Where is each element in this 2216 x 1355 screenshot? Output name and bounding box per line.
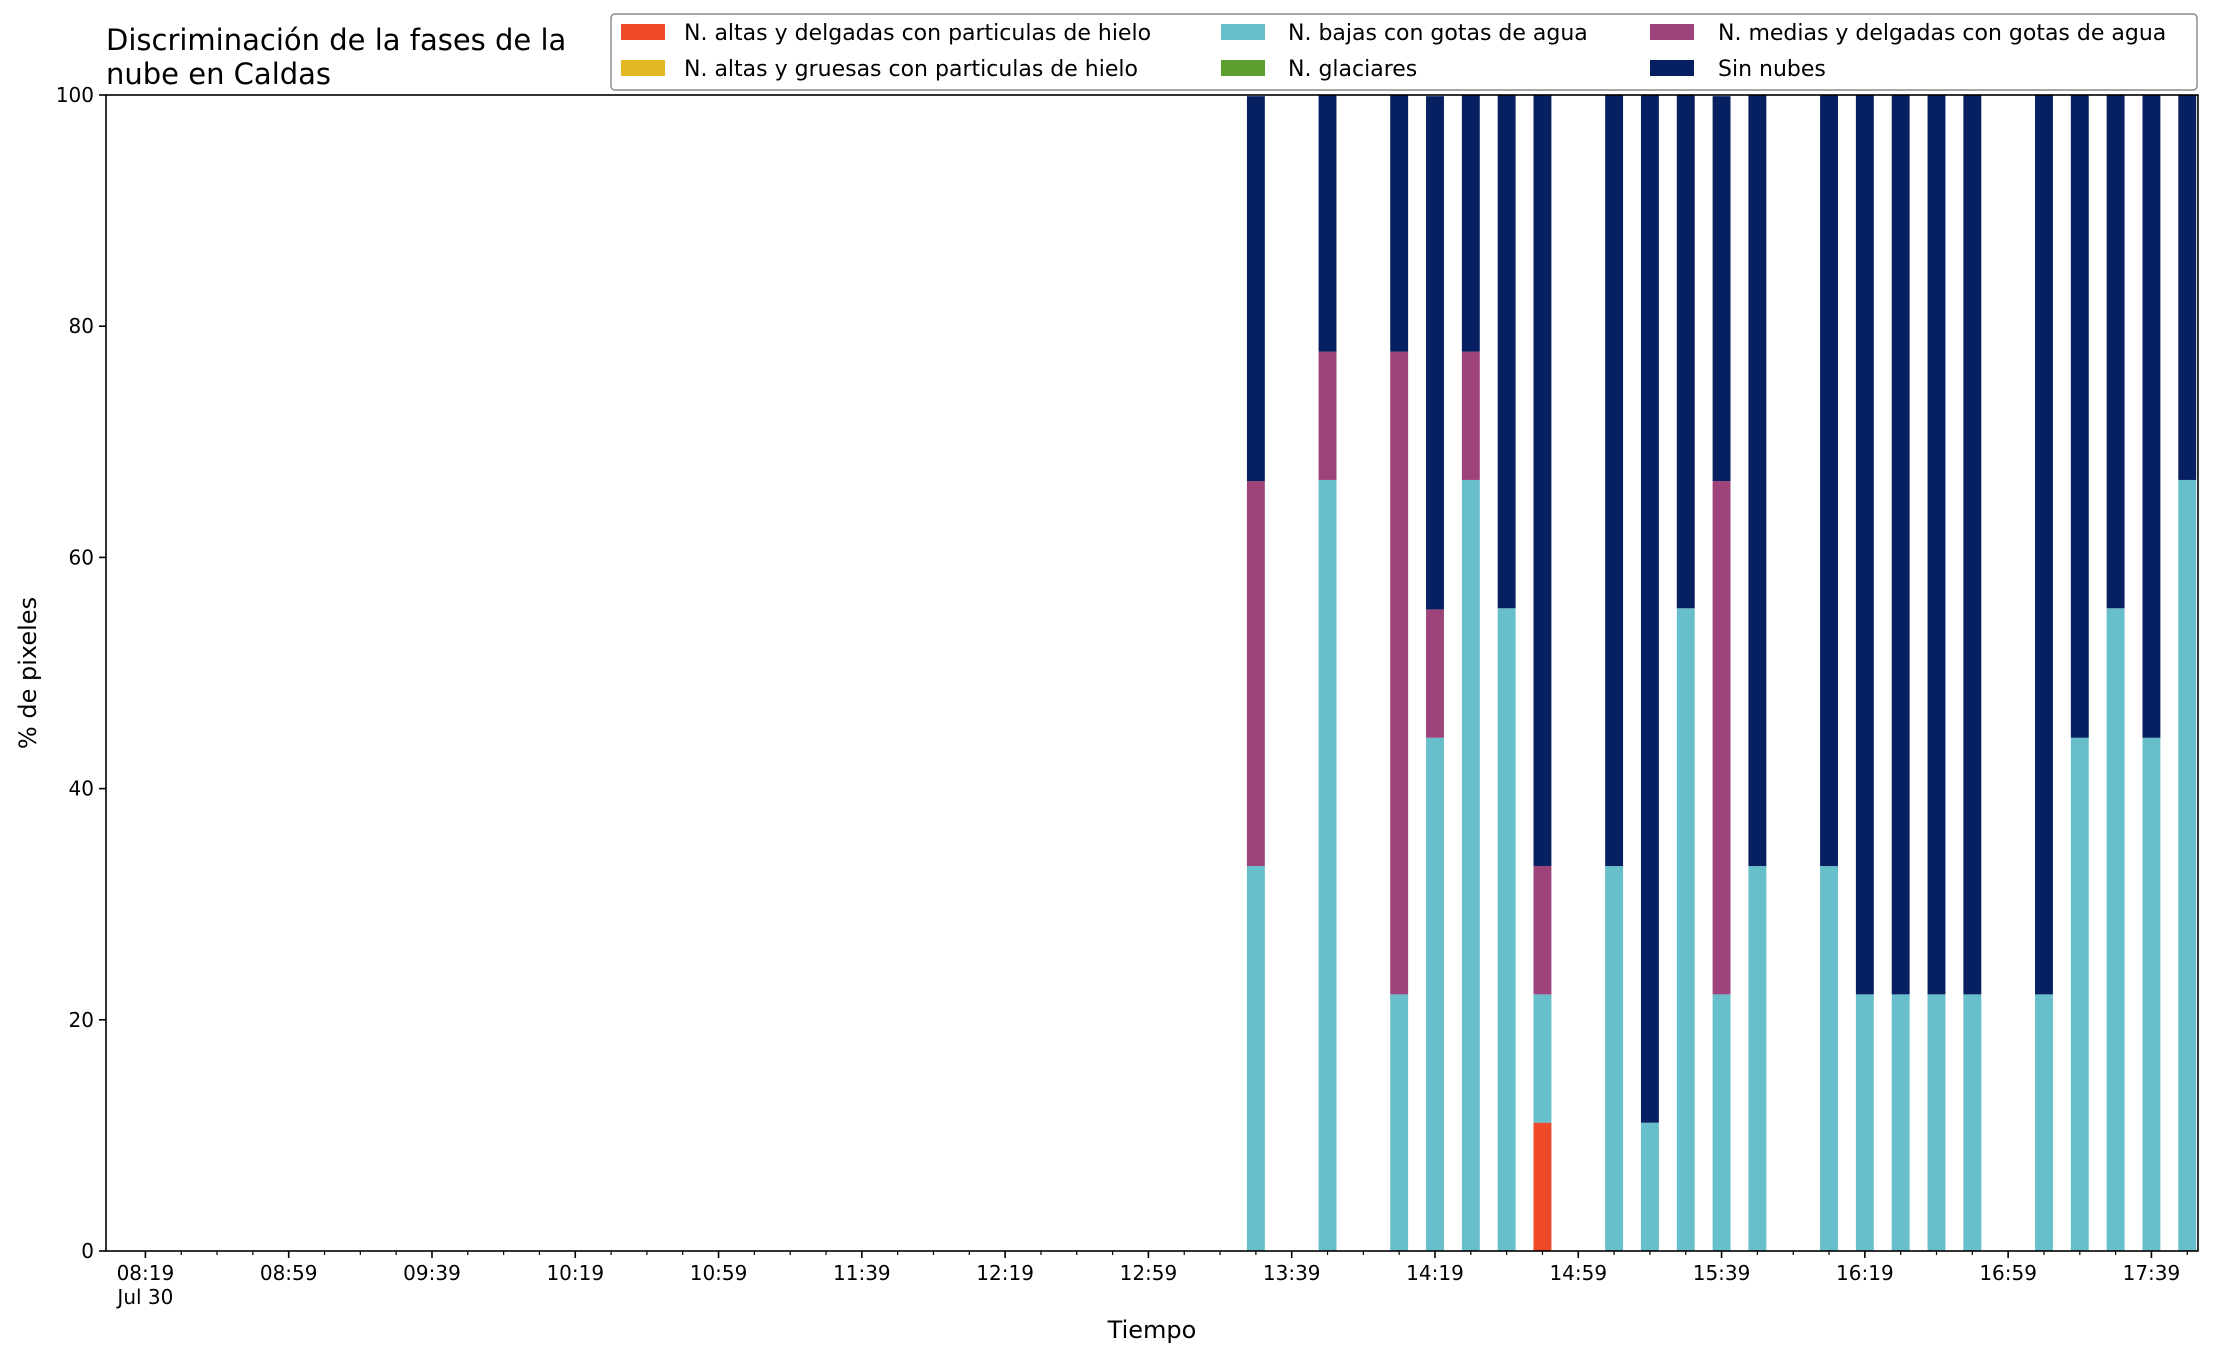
bar-segment xyxy=(1855,994,1874,1251)
y-tick-label: 100 xyxy=(56,83,94,107)
x-tick-label: 16:19 xyxy=(1836,1261,1894,1285)
bar-segment xyxy=(1318,351,1337,480)
x-tick-label: 13:39 xyxy=(1263,1261,1321,1285)
x-tick-label: 09:39 xyxy=(403,1261,461,1285)
bar-segment xyxy=(2178,95,2197,480)
bar-segment xyxy=(1246,96,1265,482)
bar-segment xyxy=(1891,95,1910,995)
bar-segment xyxy=(2035,994,2053,1251)
legend-label-bajas: N. bajas con gotas de agua xyxy=(1288,21,1588,46)
plot-frame xyxy=(105,94,2199,1252)
bar-segment xyxy=(1426,609,1444,738)
bar-segment xyxy=(1712,481,1731,995)
legend-label-glaciares: N. glaciares xyxy=(1288,57,1417,82)
legend-swatch-medias xyxy=(1650,24,1694,40)
bar-segment xyxy=(1246,866,1265,1251)
x-tick-label: 14:59 xyxy=(1549,1261,1607,1285)
bar-segment xyxy=(1640,95,1659,1123)
x-tick-label: 16:59 xyxy=(1979,1261,2037,1285)
bar-segment xyxy=(1712,994,1731,1251)
legend-label-sin-nubes: Sin nubes xyxy=(1718,57,1826,82)
bar-segment xyxy=(1820,95,1838,867)
chart-title-line-1: Discriminación de la fases de la xyxy=(106,23,566,57)
legend-swatch-sin-nubes xyxy=(1650,60,1694,76)
bar-segment xyxy=(1640,1122,1659,1251)
legend-label-altas-gruesas: N. altas y gruesas con particulas de hie… xyxy=(684,57,1138,82)
legend: N. altas y delgadas con particulas de hi… xyxy=(610,13,2198,91)
bar-segment xyxy=(1927,994,1946,1251)
bar-segment xyxy=(1963,95,1982,995)
bar-segment xyxy=(1533,95,1552,867)
x-tick-label: 14:19 xyxy=(1406,1261,1464,1285)
bar-segment xyxy=(1390,351,1409,995)
bar-segment xyxy=(1461,479,1480,1251)
x-tick-label: 11:39 xyxy=(833,1261,891,1285)
bar-segment xyxy=(2142,95,2161,738)
y-tick-label: 80 xyxy=(69,314,94,338)
bar-segment xyxy=(1497,608,1516,1251)
bar-segment xyxy=(1246,481,1265,867)
bar-segment xyxy=(1820,866,1838,1251)
bar-segment xyxy=(1318,95,1337,352)
bar-segment xyxy=(1426,737,1444,1251)
x-axis-label: Tiempo xyxy=(1107,1316,1197,1344)
bar-segment xyxy=(1533,866,1552,995)
x-tick-label: 08:59 xyxy=(260,1261,318,1285)
y-tick-label: 40 xyxy=(69,777,94,801)
bar-segment xyxy=(1712,96,1731,482)
bar-segment xyxy=(1497,95,1516,609)
x-tick-label: 17:39 xyxy=(2123,1261,2181,1285)
bar-segment xyxy=(2070,737,2089,1251)
bar-segment xyxy=(1891,994,1910,1251)
bar-segment xyxy=(2142,737,2161,1251)
legend-swatch-altas-delgadas xyxy=(621,24,665,40)
x-tick-label: 12:59 xyxy=(1120,1261,1178,1285)
bar-segment xyxy=(1533,1122,1552,1251)
bars-layer xyxy=(1246,95,2197,1251)
legend-box xyxy=(610,13,2198,91)
legend-label-altas-delgadas: N. altas y delgadas con particulas de hi… xyxy=(684,21,1151,46)
bar-segment xyxy=(1748,866,1767,1251)
bar-segment xyxy=(1390,994,1409,1251)
y-tick-label: 0 xyxy=(81,1239,94,1263)
bar-segment xyxy=(1318,479,1337,1251)
legend-label-medias: N. medias y delgadas con gotas de agua xyxy=(1718,21,2166,46)
bar-segment xyxy=(1676,95,1695,609)
bar-segment xyxy=(1426,96,1444,610)
x-tick-label: 15:39 xyxy=(1693,1261,1751,1285)
chart-title-line-2: nube en Caldas xyxy=(106,57,331,91)
legend-swatch-bajas xyxy=(1221,24,1265,40)
x-tick-label: 10:59 xyxy=(690,1261,748,1285)
bar-segment xyxy=(1963,994,1982,1251)
bar-segment xyxy=(1533,994,1552,1123)
y-axis-label: % de pixeles xyxy=(14,597,42,749)
bar-segment xyxy=(2070,95,2089,738)
bar-segment xyxy=(2035,95,2053,995)
bar-segment xyxy=(1676,608,1695,1251)
legend-swatch-glaciares xyxy=(1221,60,1265,76)
bar-segment xyxy=(2106,95,2125,609)
x-tick-label: 12:19 xyxy=(976,1261,1034,1285)
y-tick-label: 20 xyxy=(69,1008,94,1032)
x-tick-sublabel: Jul 30 xyxy=(115,1285,173,1309)
bar-segment xyxy=(1390,95,1409,352)
x-tick-label: 08:19 xyxy=(117,1261,175,1285)
bar-segment xyxy=(1605,95,1624,867)
bar-segment xyxy=(2106,608,2125,1251)
legend-swatch-altas-gruesas xyxy=(621,60,665,76)
bar-segment xyxy=(2178,479,2197,1251)
bar-segment xyxy=(1461,351,1480,480)
x-tick-label: 10:19 xyxy=(546,1261,604,1285)
bar-segment xyxy=(1855,95,1874,995)
bar-segment xyxy=(1748,95,1767,867)
bar-segment xyxy=(1461,95,1480,352)
y-tick-label: 60 xyxy=(69,545,94,569)
bar-segment xyxy=(1927,95,1946,995)
bar-segment xyxy=(1605,866,1624,1251)
